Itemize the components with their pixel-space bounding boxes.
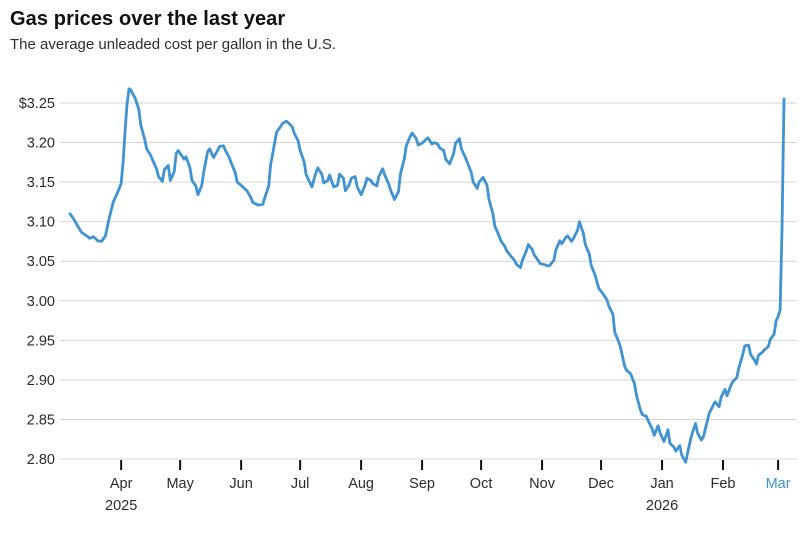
y-axis-label: 2.85 [27,412,55,428]
x-axis-label: May [166,476,194,492]
x-axis-label: Jan [650,476,673,492]
x-axis-label: Feb [711,476,736,492]
y-axis-label: 2.80 [27,452,55,468]
y-axis-label: 3.05 [27,254,55,270]
x-axis-label: Jun [229,476,252,492]
y-axis-label: 3.15 [27,175,55,191]
x-axis-year-label: 2026 [646,498,678,514]
y-axis-label: 3.20 [27,136,55,152]
y-axis-label: 2.90 [27,373,55,389]
x-axis-label: Apr [110,476,133,492]
x-axis-label: Sep [409,476,435,492]
x-axis-year-label: 2025 [105,498,137,514]
y-axis-label: 2.95 [27,333,55,349]
x-axis-label: Nov [529,476,556,492]
y-axis-label: $3.25 [19,96,55,112]
x-axis-label: Jul [291,476,310,492]
x-axis-label: Dec [588,476,614,492]
x-axis-label: Mar [766,476,791,492]
x-axis-label: Aug [348,476,374,492]
price-line [68,87,786,464]
y-axis-label: 3.00 [27,294,55,310]
chart-subtitle: The average unleaded cost per gallon in … [10,36,337,53]
chart-title: Gas prices over the last year [10,8,286,30]
y-axis-label: 3.10 [27,215,55,231]
x-axis-label: Oct [470,476,493,492]
